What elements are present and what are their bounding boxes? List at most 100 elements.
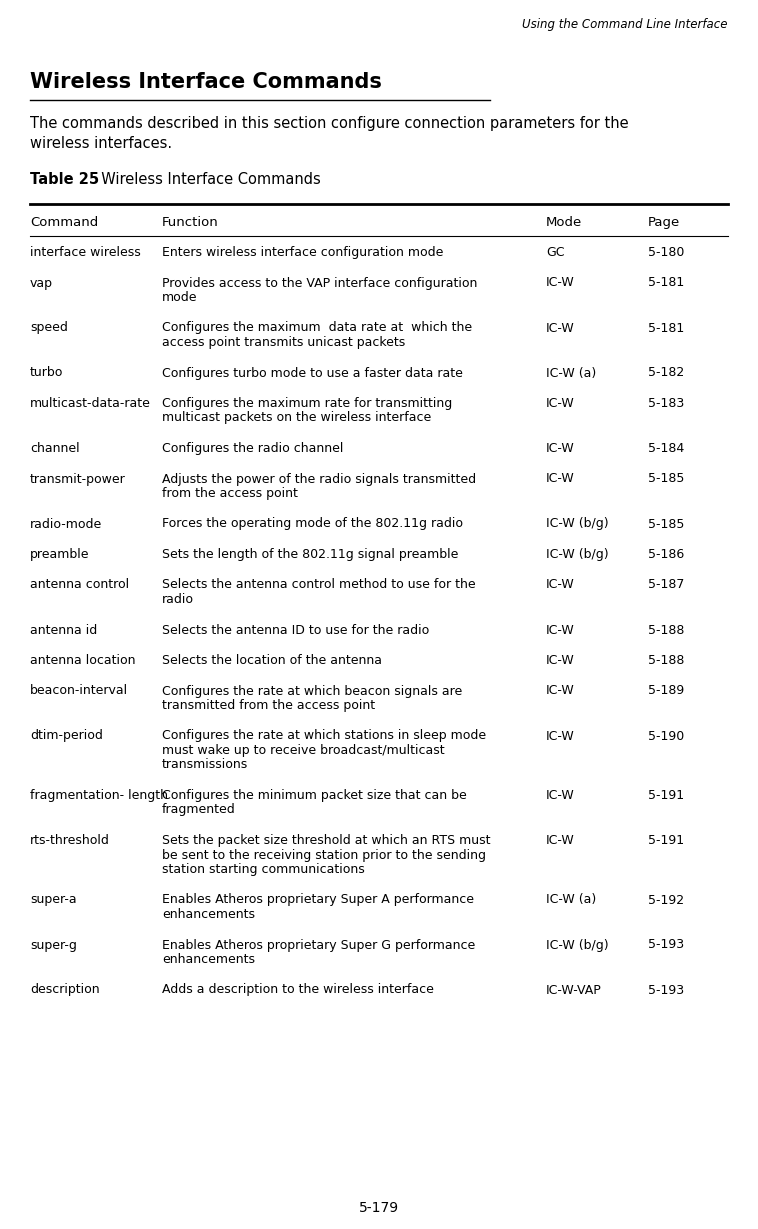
Text: 5-186: 5-186 — [648, 548, 684, 560]
Text: Page: Page — [648, 216, 680, 229]
Text: fragmentation- length: fragmentation- length — [30, 789, 168, 803]
Text: Command: Command — [30, 216, 99, 229]
Text: vap: vap — [30, 277, 53, 290]
Text: Adjusts the power of the radio signals transmitted: Adjusts the power of the radio signals t… — [162, 472, 476, 485]
Text: IC-W-VAP: IC-W-VAP — [546, 983, 602, 997]
Text: Wireless Interface Commands: Wireless Interface Commands — [92, 172, 321, 187]
Text: Selects the antenna ID to use for the radio: Selects the antenna ID to use for the ra… — [162, 623, 429, 637]
Text: 5-185: 5-185 — [648, 517, 684, 531]
Text: IC-W: IC-W — [546, 397, 575, 410]
Text: 5-192: 5-192 — [648, 893, 684, 907]
Text: 5-182: 5-182 — [648, 366, 684, 380]
Text: IC-W: IC-W — [546, 685, 575, 698]
Text: speed: speed — [30, 322, 68, 334]
Text: antenna control: antenna control — [30, 579, 129, 591]
Text: Sets the packet size threshold at which an RTS must: Sets the packet size threshold at which … — [162, 834, 490, 847]
Text: 5-189: 5-189 — [648, 685, 684, 698]
Text: rts-threshold: rts-threshold — [30, 834, 110, 847]
Text: 5-190: 5-190 — [648, 730, 684, 742]
Text: preamble: preamble — [30, 548, 89, 560]
Text: Selects the antenna control method to use for the: Selects the antenna control method to us… — [162, 579, 475, 591]
Text: enhancements: enhancements — [162, 908, 255, 921]
Text: mode: mode — [162, 291, 198, 304]
Text: radio-mode: radio-mode — [30, 517, 102, 531]
Text: IC-W (b/g): IC-W (b/g) — [546, 548, 609, 560]
Text: fragmented: fragmented — [162, 804, 236, 816]
Text: turbo: turbo — [30, 366, 64, 380]
Text: Wireless Interface Commands: Wireless Interface Commands — [30, 73, 382, 92]
Text: multicast-data-rate: multicast-data-rate — [30, 397, 151, 410]
Text: dtim-period: dtim-period — [30, 730, 103, 742]
Text: IC-W (b/g): IC-W (b/g) — [546, 517, 609, 531]
Text: IC-W: IC-W — [546, 834, 575, 847]
Text: IC-W (b/g): IC-W (b/g) — [546, 939, 609, 951]
Text: Using the Command Line Interface: Using the Command Line Interface — [522, 18, 728, 31]
Text: 5-187: 5-187 — [648, 579, 684, 591]
Text: be sent to the receiving station prior to the sending: be sent to the receiving station prior t… — [162, 848, 486, 862]
Text: channel: channel — [30, 442, 80, 455]
Text: Enters wireless interface configuration mode: Enters wireless interface configuration … — [162, 246, 443, 259]
Text: Configures the maximum  data rate at  which the: Configures the maximum data rate at whic… — [162, 322, 472, 334]
Text: The commands described in this section configure connection parameters for the: The commands described in this section c… — [30, 116, 628, 132]
Text: Adds a description to the wireless interface: Adds a description to the wireless inter… — [162, 983, 434, 997]
Text: transmissions: transmissions — [162, 758, 249, 772]
Text: transmitted from the access point: transmitted from the access point — [162, 699, 375, 712]
Text: 5-191: 5-191 — [648, 834, 684, 847]
Text: 5-181: 5-181 — [648, 277, 684, 290]
Text: station starting communications: station starting communications — [162, 863, 365, 876]
Text: wireless interfaces.: wireless interfaces. — [30, 136, 172, 151]
Text: Configures turbo mode to use a faster data rate: Configures turbo mode to use a faster da… — [162, 366, 463, 380]
Text: antenna id: antenna id — [30, 623, 97, 637]
Text: 5-188: 5-188 — [648, 654, 684, 667]
Text: IC-W: IC-W — [546, 623, 575, 637]
Text: must wake up to receive broadcast/multicast: must wake up to receive broadcast/multic… — [162, 744, 445, 757]
Text: Configures the radio channel: Configures the radio channel — [162, 442, 343, 455]
Text: Table 25: Table 25 — [30, 172, 99, 187]
Text: antenna location: antenna location — [30, 654, 136, 667]
Text: 5-181: 5-181 — [648, 322, 684, 334]
Text: 5-191: 5-191 — [648, 789, 684, 803]
Text: IC-W (a): IC-W (a) — [546, 366, 597, 380]
Text: Enables Atheros proprietary Super A performance: Enables Atheros proprietary Super A perf… — [162, 893, 474, 907]
Text: IC-W: IC-W — [546, 789, 575, 803]
Text: 5-180: 5-180 — [648, 246, 684, 259]
Text: Sets the length of the 802.11g signal preamble: Sets the length of the 802.11g signal pr… — [162, 548, 459, 560]
Text: transmit-power: transmit-power — [30, 472, 126, 485]
Text: Selects the location of the antenna: Selects the location of the antenna — [162, 654, 382, 667]
Text: 5-183: 5-183 — [648, 397, 684, 410]
Text: interface wireless: interface wireless — [30, 246, 141, 259]
Text: 5-185: 5-185 — [648, 472, 684, 485]
Text: access point transmits unicast packets: access point transmits unicast packets — [162, 336, 406, 349]
Text: 5-184: 5-184 — [648, 442, 684, 455]
Text: Provides access to the VAP interface configuration: Provides access to the VAP interface con… — [162, 277, 478, 290]
Text: enhancements: enhancements — [162, 952, 255, 966]
Text: IC-W: IC-W — [546, 442, 575, 455]
Text: IC-W (a): IC-W (a) — [546, 893, 597, 907]
Text: super-g: super-g — [30, 939, 77, 951]
Text: IC-W: IC-W — [546, 654, 575, 667]
Text: IC-W: IC-W — [546, 277, 575, 290]
Text: Enables Atheros proprietary Super G performance: Enables Atheros proprietary Super G perf… — [162, 939, 475, 951]
Text: beacon-interval: beacon-interval — [30, 685, 128, 698]
Text: from the access point: from the access point — [162, 487, 298, 500]
Text: 5-193: 5-193 — [648, 983, 684, 997]
Text: Function: Function — [162, 216, 219, 229]
Text: IC-W: IC-W — [546, 579, 575, 591]
Text: IC-W: IC-W — [546, 472, 575, 485]
Text: 5-179: 5-179 — [359, 1201, 399, 1215]
Text: Configures the maximum rate for transmitting: Configures the maximum rate for transmit… — [162, 397, 453, 410]
Text: Configures the rate at which stations in sleep mode: Configures the rate at which stations in… — [162, 730, 486, 742]
Text: super-a: super-a — [30, 893, 77, 907]
Text: radio: radio — [162, 594, 194, 606]
Text: Forces the operating mode of the 802.11g radio: Forces the operating mode of the 802.11g… — [162, 517, 463, 531]
Text: Mode: Mode — [546, 216, 582, 229]
Text: Configures the rate at which beacon signals are: Configures the rate at which beacon sign… — [162, 685, 462, 698]
Text: description: description — [30, 983, 99, 997]
Text: IC-W: IC-W — [546, 730, 575, 742]
Text: multicast packets on the wireless interface: multicast packets on the wireless interf… — [162, 412, 431, 424]
Text: GC: GC — [546, 246, 565, 259]
Text: IC-W: IC-W — [546, 322, 575, 334]
Text: 5-193: 5-193 — [648, 939, 684, 951]
Text: 5-188: 5-188 — [648, 623, 684, 637]
Text: Configures the minimum packet size that can be: Configures the minimum packet size that … — [162, 789, 467, 803]
